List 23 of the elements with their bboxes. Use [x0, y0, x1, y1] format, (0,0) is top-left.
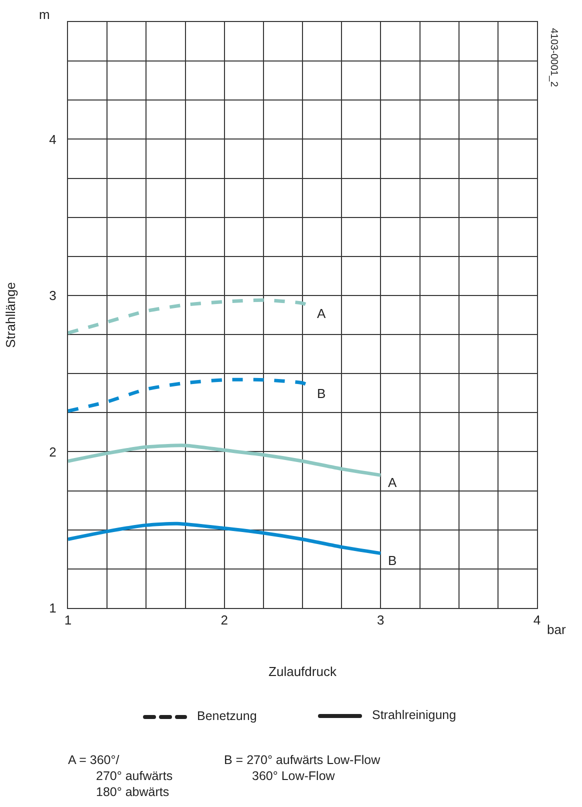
text: m [39, 7, 50, 22]
series-label: B [388, 553, 397, 568]
series-label: B [317, 386, 326, 401]
text: B = 270° aufwärts Low-Flow 360° Low-Flow [224, 752, 380, 784]
x-tick-label: 1 [64, 612, 72, 628]
y-tick-label: 4 [49, 132, 56, 147]
text: 4103-0001_2 [548, 28, 559, 88]
series-label: A [388, 475, 397, 490]
y-tick-label: 3 [49, 288, 56, 304]
text: A = 360°/ 270° aufwärts 180° abwärts [68, 752, 173, 800]
line-series [68, 522, 382, 556]
x-tick-label: 2 [220, 612, 228, 628]
x-axis-title: Zulaufdruck [268, 664, 337, 680]
y-tick-label: 2 [49, 444, 56, 460]
y-axis-title: Strahllänge [3, 282, 18, 348]
y-tick-label: 1 [49, 600, 56, 616]
x-tick-label: 3 [377, 612, 384, 628]
text: Strahlreinigung [372, 707, 456, 723]
text: Benetzung [197, 708, 257, 724]
x-tick-label: 4 [533, 612, 541, 628]
series-label: A [317, 306, 326, 321]
text: bar [547, 622, 566, 637]
line-series [68, 444, 382, 477]
